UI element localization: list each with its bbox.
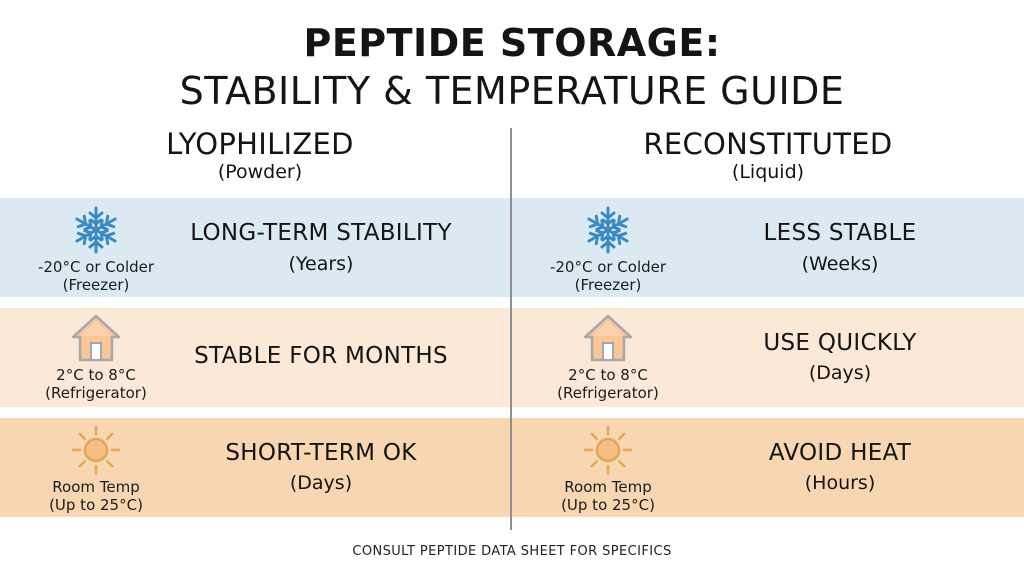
snowflake-icon (584, 206, 632, 254)
room-temp-band (0, 418, 1024, 517)
reconstituted-fridge-status: USE QUICKLY (763, 330, 917, 356)
freezer-temp-range: -20°C or Colder (549, 258, 667, 276)
reconstituted-freezer-detail: (Weeks) (801, 253, 879, 275)
house-icon (583, 314, 633, 362)
lyophilized-freezer-status: LONG-TERM STABILITY (190, 220, 452, 246)
reconstituted-freezer-status: LESS STABLE (763, 220, 917, 246)
reconstituted-room-status: AVOID HEAT (768, 440, 912, 466)
refrigerator-band (0, 308, 1024, 407)
room-temp-range: Room Temp (564, 478, 652, 496)
freezer-temp-range: -20°C or Colder (37, 258, 155, 276)
lyophilized-room-detail: (Days) (289, 472, 353, 494)
room-temp-range: Room Temp (52, 478, 140, 496)
reconstituted-room-detail: (Hours) (804, 472, 876, 494)
freezer-temp-right: -20°C or Colder (Freezer) (533, 258, 683, 294)
house-icon (71, 314, 121, 362)
column-divider (510, 128, 512, 530)
footer-note: CONSULT PEPTIDE DATA SHEET FOR SPECIFICS (352, 544, 672, 559)
lyophilized-subheading: (Powder) (217, 161, 303, 183)
lyophilized-room-status: SHORT-TERM OK (225, 440, 417, 466)
fridge-temp-label: (Refrigerator) (557, 384, 659, 402)
title-line-2: STABILITY & TEMPERATURE GUIDE (179, 69, 845, 113)
room-temp-left: Room Temp (Up to 25°C) (21, 478, 171, 514)
lyophilized-fridge-status: STABLE FOR MONTHS (194, 343, 448, 369)
room-temp-label: (Up to 25°C) (49, 496, 143, 514)
fridge-temp-range: 2°C to 8°C (568, 366, 648, 384)
fridge-temp-right: 2°C to 8°C (Refrigerator) (533, 366, 683, 402)
fridge-temp-range: 2°C to 8°C (56, 366, 136, 384)
room-temp-right: Room Temp (Up to 25°C) (533, 478, 683, 514)
lyophilized-heading: LYOPHILIZED (166, 127, 354, 161)
room-temp-label: (Up to 25°C) (561, 496, 655, 514)
lyophilized-freezer-detail: (Years) (288, 253, 354, 275)
snowflake-icon (72, 206, 120, 254)
reconstituted-fridge-detail: (Days) (808, 362, 872, 384)
reconstituted-subheading: (Liquid) (731, 161, 805, 183)
freezer-temp-label: (Freezer) (62, 276, 130, 294)
sun-icon (71, 425, 121, 475)
fridge-temp-label: (Refrigerator) (45, 384, 147, 402)
title-line-1: PEPTIDE STORAGE: (303, 21, 721, 65)
freezer-temp-left: -20°C or Colder (Freezer) (21, 258, 171, 294)
fridge-temp-left: 2°C to 8°C (Refrigerator) (21, 366, 171, 402)
freezer-band (0, 198, 1024, 297)
reconstituted-heading: RECONSTITUTED (643, 127, 893, 161)
sun-icon (583, 425, 633, 475)
freezer-temp-label: (Freezer) (574, 276, 642, 294)
